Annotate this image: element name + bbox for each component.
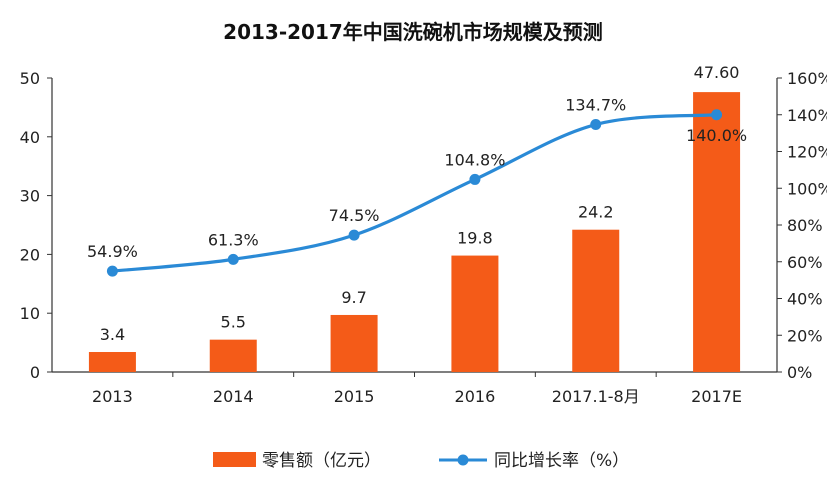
growth-point — [469, 173, 481, 185]
bar — [693, 92, 741, 372]
growth-point — [590, 118, 602, 130]
x-tick-label: 2014 — [213, 387, 254, 406]
y-left-tick-label: 50 — [20, 69, 40, 88]
x-tick-label: 2015 — [334, 387, 375, 406]
bar — [572, 229, 620, 372]
legend-swatch-marker — [457, 454, 469, 466]
y-right-tick-label: 140% — [787, 106, 827, 125]
bar-value-label: 47.60 — [694, 63, 740, 82]
legend: 零售额（亿元） 同比增长率（%） — [213, 451, 629, 471]
y-left-tick-label: 30 — [20, 187, 40, 206]
x-tick-label: 2017E — [691, 387, 742, 406]
bar-value-label: 3.4 — [100, 325, 125, 344]
growth-point — [227, 253, 239, 265]
growth-line — [106, 109, 723, 277]
bar — [88, 352, 136, 372]
x-tick-label: 2013 — [92, 387, 133, 406]
growth-line-path — [112, 113, 717, 273]
y-right-tick-label: 100% — [787, 179, 827, 198]
growth-value-label: 61.3% — [208, 230, 259, 249]
legend-label-line: 同比增长率（%） — [494, 451, 629, 471]
axes: 0 10 20 30 40 50 0% 20% 40% 60% 80% 100% 120% 140% 160… — [20, 69, 827, 406]
y-right-tick-label: 160% — [787, 69, 827, 88]
bar-value-label: 5.5 — [221, 313, 246, 332]
bar — [451, 255, 499, 372]
growth-point — [348, 229, 360, 241]
growth-value-label: 74.5% — [329, 206, 380, 225]
chart-title: 2013-2017年中国洗碗机市场规模及预测 — [223, 20, 603, 44]
growth-value-label: 134.7% — [565, 95, 626, 114]
legend-label-bar: 零售额（亿元） — [262, 451, 381, 471]
growth-value-label: 54.9% — [87, 242, 138, 261]
bar — [330, 314, 378, 372]
bars — [88, 92, 741, 372]
growth-point — [106, 265, 118, 277]
y-right-tick-label: 80% — [787, 216, 823, 235]
y-left-tick-label: 0 — [30, 363, 40, 382]
y-right-tick-label: 0% — [787, 363, 812, 382]
y-right-tick-label: 120% — [787, 143, 827, 162]
bar-value-label: 24.2 — [578, 203, 614, 222]
y-left-tick-label: 20 — [20, 245, 40, 264]
y-left-tick-label: 40 — [20, 128, 40, 147]
growth-value-label: 140.0% — [686, 126, 747, 145]
y-left-tick-label: 10 — [20, 304, 40, 323]
legend-swatch-bar — [213, 452, 256, 467]
growth-point — [711, 109, 723, 121]
bar-value-label: 19.8 — [457, 229, 493, 248]
growth-value-label: 104.8% — [444, 150, 505, 169]
data-labels: 3.4 5.5 9.7 19.8 24.2 47.60 54.9% 61.3% 74.5% 104… — [87, 63, 747, 344]
y-right-tick-label: 40% — [787, 290, 823, 309]
x-tick-label: 2016 — [455, 387, 496, 406]
bar-value-label: 9.7 — [341, 288, 366, 307]
bar — [209, 339, 257, 372]
y-right-tick-label: 20% — [787, 326, 823, 345]
y-right-tick-label: 60% — [787, 253, 823, 272]
x-tick-label: 2017.1-8月 — [552, 387, 640, 406]
